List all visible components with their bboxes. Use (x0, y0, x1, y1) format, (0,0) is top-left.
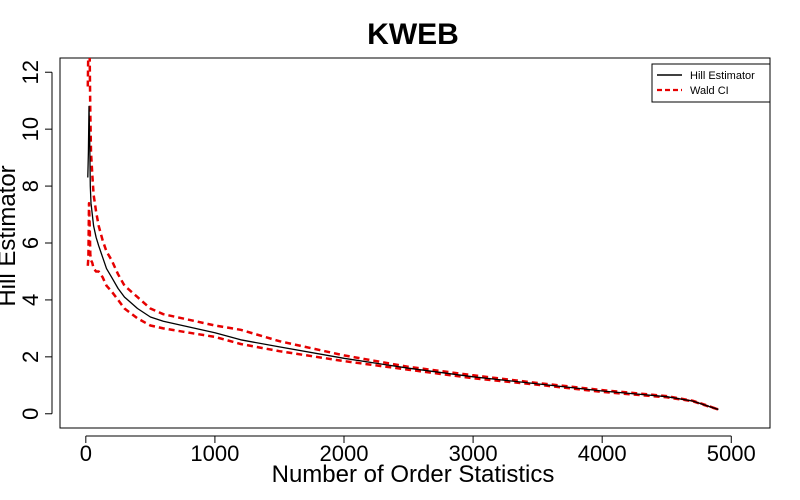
x-tick-label: 1000 (190, 441, 239, 466)
legend-hill-estimator-label: Hill Estimator (690, 70, 755, 82)
x-tick-label: 5000 (707, 441, 756, 466)
x-tick-label: 4000 (578, 441, 627, 466)
x-tick-label: 2000 (320, 441, 369, 466)
y-tick-label: 2 (18, 351, 43, 363)
y-tick-label: 0 (18, 408, 43, 420)
y-tick-label: 8 (18, 180, 43, 192)
wald-ci-upper-line (86, 58, 719, 411)
plot-frame (59, 57, 771, 429)
wald-ci-lower-line (86, 201, 719, 411)
x-tick-label: 0 (80, 441, 92, 466)
hill-estimator-line (87, 105, 719, 411)
chart-title: KWEB (367, 18, 459, 51)
legend-wald-ci-label: Wald CI (690, 85, 729, 97)
x-axis-label: Number of Order Statistics (272, 461, 555, 488)
y-tick-label: 4 (18, 294, 43, 306)
y-tick-label: 12 (18, 60, 43, 84)
y-tick-label: 10 (18, 117, 43, 141)
y-tick-label: 6 (18, 237, 43, 249)
x-tick-label: 3000 (449, 441, 498, 466)
legend-box (651, 63, 771, 103)
y-axis-label: Hill Estimator (0, 165, 21, 306)
legend: Hill Estimator Wald CI (651, 63, 771, 103)
plot-area: 0 1000 2000 3000 4000 5000 0 2 4 6 8 10 12 (18, 57, 771, 466)
